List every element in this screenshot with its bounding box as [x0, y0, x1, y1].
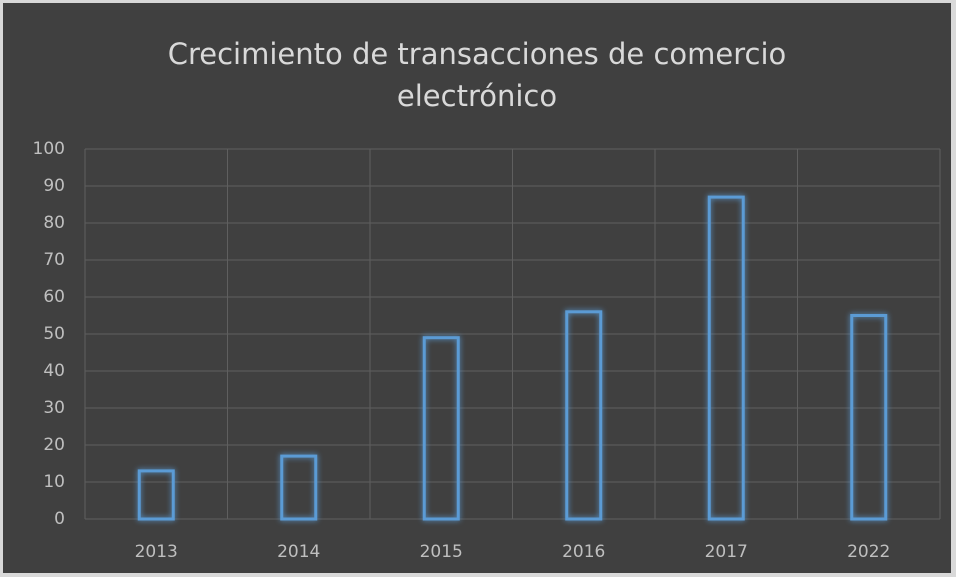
y-tick-label: 80 — [43, 213, 65, 233]
bar — [707, 195, 745, 521]
y-tick-label: 0 — [54, 509, 65, 529]
y-tick-label: 60 — [43, 287, 65, 307]
y-tick-label: 40 — [43, 361, 65, 381]
x-tick-label: 2015 — [420, 542, 463, 562]
chart-area: Crecimiento de transacciones de comercio… — [3, 3, 951, 573]
y-tick-label: 20 — [43, 435, 65, 455]
bar — [280, 454, 318, 521]
chart: 0 10 20 30 40 50 60 70 80 90 100 2013 2014 2015 2016 20… — [33, 139, 941, 562]
bar — [565, 310, 603, 521]
bar — [137, 469, 175, 521]
y-tick-label: 100 — [33, 139, 65, 159]
x-tick-label: 2017 — [705, 542, 748, 562]
y-tick-label: 10 — [43, 472, 65, 492]
x-tick-label: 2022 — [847, 542, 890, 562]
y-tick-label: 90 — [43, 176, 65, 196]
bar — [850, 314, 888, 521]
x-tick-label: 2016 — [562, 542, 605, 562]
x-tick-label: 2013 — [135, 542, 178, 562]
bar — [422, 336, 460, 521]
y-tick-label: 70 — [43, 250, 65, 270]
y-tick-label: 50 — [43, 324, 65, 344]
x-tick-label: 2014 — [277, 542, 320, 562]
chart-title: Crecimiento de transacciones de comercio… — [167, 37, 787, 113]
y-tick-label: 30 — [43, 398, 65, 418]
